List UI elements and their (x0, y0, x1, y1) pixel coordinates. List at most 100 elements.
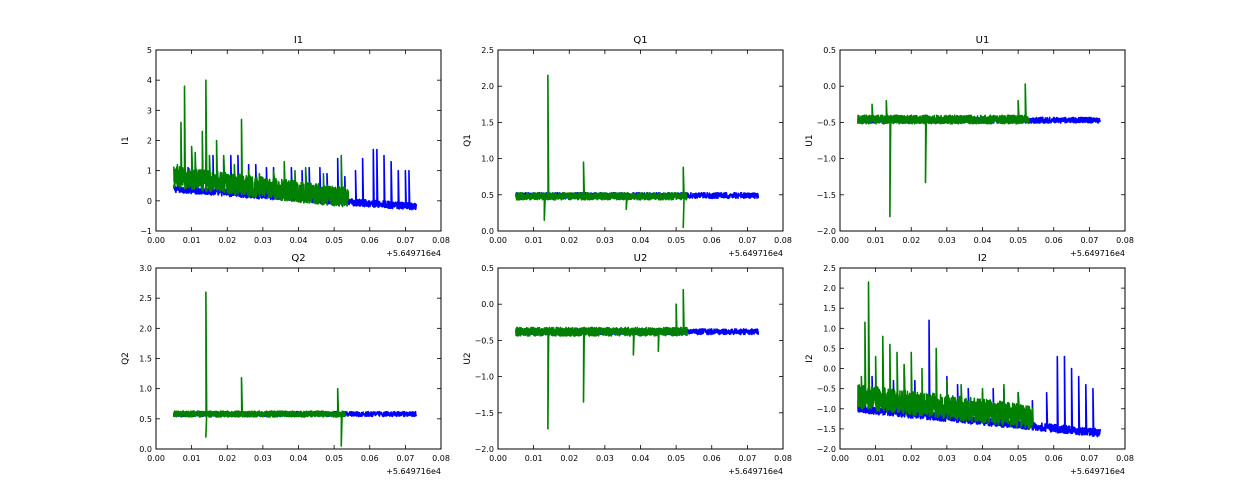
x-tick-label: 0.05 (325, 236, 343, 245)
y-tick-label: −1.5 (475, 409, 494, 418)
y-tick-label: 2.5 (481, 46, 494, 55)
x-tick-label: 0.02 (560, 454, 578, 463)
y-tick-label: 1.5 (139, 355, 152, 364)
x-tick-label: 0.04 (974, 236, 992, 245)
subplot-title: I1 (294, 35, 303, 46)
x-tick-label: 0.07 (1080, 454, 1098, 463)
x-tick-label: 0.03 (596, 236, 614, 245)
y-tick-label: 0.5 (823, 46, 836, 55)
x-tick-label: 0.08 (432, 454, 450, 463)
x-tick-label: 0.08 (774, 454, 792, 463)
x-tick-label: 0.08 (432, 236, 450, 245)
y-tick-label: −1.5 (817, 191, 836, 200)
x-tick-label: 0.02 (218, 454, 236, 463)
subplot-title: U2 (634, 253, 648, 264)
y-tick-label: 0.5 (139, 415, 152, 424)
y-tick-label: 0.0 (823, 365, 836, 374)
x-tick-label: 0.03 (938, 454, 956, 463)
x-tick-label: 0.05 (1009, 236, 1027, 245)
x-tick-label: 0.07 (738, 454, 756, 463)
x-tick-label: 0.06 (361, 236, 379, 245)
y-axis-label: Q1 (463, 134, 473, 147)
y-axis-label: I2 (805, 354, 815, 362)
y-tick-label: 1.0 (481, 155, 494, 164)
x-tick-label: 0.08 (1116, 236, 1134, 245)
y-tick-label: −2.0 (817, 227, 836, 236)
x-tick-label: 0.03 (596, 454, 614, 463)
subplot-u2: 0.00 0.01 0.02 0.03 0.04 0.05 0.06 0.07 0.08 −2.0… (463, 253, 792, 476)
y-tick-label: 3 (147, 106, 152, 115)
y-tick-label: −1.0 (817, 405, 836, 414)
x-tick-label: 0.01 (525, 454, 543, 463)
x-tick-label: 0.00 (147, 454, 165, 463)
y-tick-label: 1.5 (823, 304, 836, 313)
x-tick-label: 0.07 (1080, 236, 1098, 245)
y-axis-label: U2 (463, 352, 473, 364)
x-tick-label: 0.07 (396, 236, 414, 245)
y-tick-label: −1.0 (817, 155, 836, 164)
x-tick-label: 0.01 (867, 454, 885, 463)
x-tick-label: 0.05 (667, 454, 685, 463)
y-tick-label: 2.0 (823, 284, 836, 293)
x-offset-label: +5.649716e4 (386, 467, 441, 476)
series-line-2 (173, 79, 350, 208)
x-offset-label: +5.649716e4 (728, 249, 783, 258)
x-tick-label: 0.01 (183, 454, 201, 463)
y-tick-label: 0.0 (823, 82, 836, 91)
series-line-2 (515, 288, 688, 430)
x-tick-label: 0.00 (831, 454, 849, 463)
x-tick-label: 0.07 (738, 236, 756, 245)
x-tick-label: 0.04 (290, 454, 308, 463)
x-tick-label: 0.06 (361, 454, 379, 463)
subplot-title: Q2 (291, 253, 305, 264)
x-tick-label: 0.04 (632, 236, 650, 245)
subplot-i2: 0.00 0.01 0.02 0.03 0.04 0.05 0.06 0.07 0.08 −2.0… (805, 253, 1134, 476)
x-tick-label: 0.04 (974, 454, 992, 463)
x-tick-label: 0.00 (147, 236, 165, 245)
y-tick-label: 0.0 (481, 300, 494, 309)
x-tick-label: 0.04 (632, 454, 650, 463)
y-tick-label: −2.0 (475, 445, 494, 454)
subplot-title: I2 (978, 253, 987, 264)
y-tick-label: 0.0 (481, 227, 494, 236)
y-tick-label: 4 (147, 76, 152, 85)
x-tick-label: 0.08 (1116, 454, 1134, 463)
y-axis-label: I1 (121, 136, 131, 144)
x-tick-label: 0.00 (831, 236, 849, 245)
y-axis-label: U1 (805, 134, 815, 146)
y-tick-label: 1.0 (823, 324, 836, 333)
y-tick-label: 1 (147, 167, 152, 176)
subplot-title: U1 (976, 35, 990, 46)
x-tick-label: 0.03 (254, 236, 272, 245)
x-tick-label: 0.00 (489, 454, 507, 463)
subplot-q2: 0.00 0.01 0.02 0.03 0.04 0.05 0.06 0.07 0.08 0.0 0… (121, 253, 450, 476)
y-tick-label: −1.5 (817, 425, 836, 434)
x-tick-label: 0.03 (254, 454, 272, 463)
subplot-u1: 0.00 0.01 0.02 0.03 0.04 0.05 0.06 0.07 0.08 −2.0… (805, 35, 1134, 258)
y-tick-label: −2.0 (817, 445, 836, 454)
series-line-2 (515, 74, 688, 229)
x-offset-label: +5.649716e4 (386, 249, 441, 258)
axes-frame (497, 267, 784, 450)
series-line-2 (857, 83, 1030, 218)
y-tick-label: −0.5 (475, 336, 494, 345)
x-tick-label: 0.03 (938, 236, 956, 245)
x-tick-label: 0.06 (1045, 236, 1063, 245)
subplot-title: Q1 (633, 35, 647, 46)
x-tick-label: 0.02 (560, 236, 578, 245)
x-tick-label: 0.06 (1045, 454, 1063, 463)
x-tick-label: 0.00 (489, 236, 507, 245)
x-tick-label: 0.05 (325, 454, 343, 463)
y-tick-label: 2 (147, 137, 152, 146)
x-offset-label: +5.649716e4 (1070, 467, 1125, 476)
x-tick-label: 0.05 (1009, 454, 1027, 463)
y-tick-label: −0.5 (817, 118, 836, 127)
subplot-q1: 0.00 0.01 0.02 0.03 0.04 0.05 0.06 0.07 0.08 0.0 0… (463, 35, 792, 258)
y-tick-label: −1 (140, 227, 152, 236)
x-tick-label: 0.04 (290, 236, 308, 245)
axes-frame (839, 49, 1126, 232)
y-tick-label: 0.5 (481, 191, 494, 200)
series-line-2 (173, 291, 346, 447)
axes-frame (155, 267, 442, 450)
x-offset-label: +5.649716e4 (1070, 249, 1125, 258)
